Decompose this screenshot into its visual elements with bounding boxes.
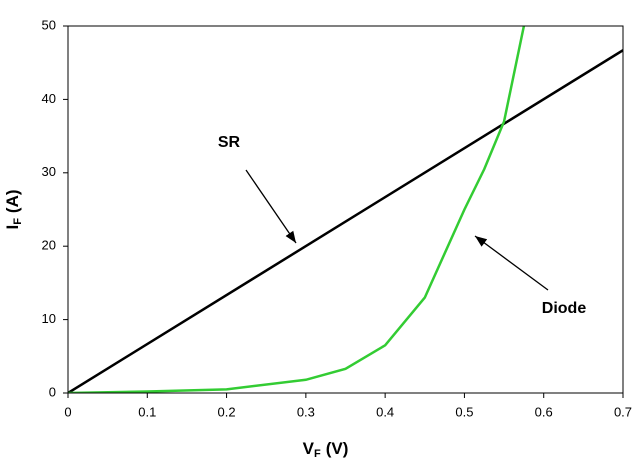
x-axis-title-main: V	[303, 439, 315, 458]
annotation-arrow	[245, 169, 297, 244]
y-axis-title-unit: (A)	[3, 189, 22, 213]
y-axis-title-main: I	[3, 225, 22, 230]
series-line	[68, 26, 526, 393]
x-tick-label: 0.1	[138, 404, 156, 419]
y-tick-label: 40	[42, 91, 56, 106]
y-axis-title: IF (A)	[3, 189, 23, 229]
annotation-arrow	[474, 235, 549, 291]
x-axis-title: VF (V)	[303, 439, 349, 459]
annotation: Diode	[542, 300, 587, 317]
y-tick-label: 20	[42, 238, 56, 253]
plot-frame	[67, 25, 624, 394]
x-tick-label: 0.7	[614, 404, 632, 419]
x-tick-label: 0.5	[455, 404, 473, 419]
series-line	[68, 49, 623, 393]
x-tick-label: 0.4	[376, 404, 394, 419]
x-axis-title-sub: F	[314, 448, 321, 460]
y-tick-label: 50	[42, 17, 56, 32]
y-tick-label: 30	[42, 164, 56, 179]
x-tick-label: 0	[64, 404, 71, 419]
annotation: SR	[218, 134, 241, 151]
y-tick-label: 10	[42, 311, 56, 326]
x-tick-label: 0.3	[297, 404, 315, 419]
x-tick-label: 0.2	[218, 404, 236, 419]
y-axis-title-sub: F	[12, 218, 24, 225]
y-tick-label: 0	[49, 384, 56, 399]
x-axis-title-unit: (V)	[326, 439, 349, 458]
x-tick-label: 0.6	[535, 404, 553, 419]
